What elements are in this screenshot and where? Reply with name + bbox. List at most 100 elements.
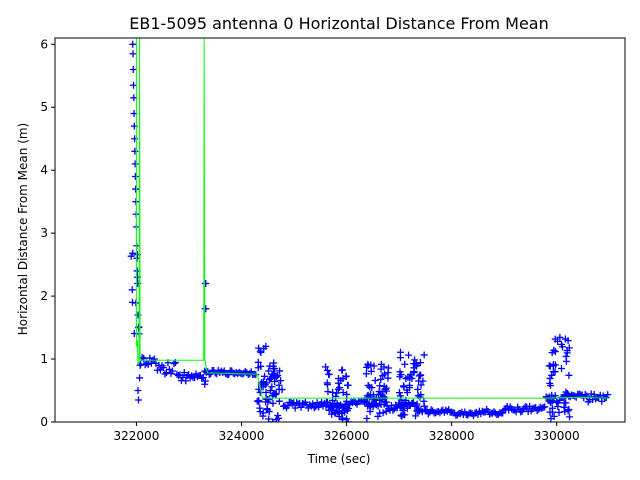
data-point bbox=[413, 407, 421, 415]
plot-frame bbox=[54, 37, 626, 423]
plot-area bbox=[127, 38, 612, 422]
data-point bbox=[165, 365, 173, 373]
y-tick-label: 5 bbox=[40, 100, 48, 114]
data-point bbox=[560, 403, 568, 411]
x-tick-label: 322000 bbox=[114, 429, 160, 443]
data-point bbox=[400, 382, 408, 390]
x-tick-label: 324000 bbox=[219, 429, 265, 443]
data-point bbox=[161, 370, 169, 378]
data-point bbox=[272, 390, 280, 398]
data-point bbox=[575, 390, 583, 398]
data-point bbox=[259, 412, 267, 420]
data-point bbox=[268, 383, 276, 391]
data-point bbox=[363, 415, 371, 422]
data-point bbox=[382, 384, 390, 392]
data-point bbox=[272, 391, 280, 399]
y-tick-label: 3 bbox=[40, 226, 48, 240]
data-point bbox=[548, 404, 556, 412]
data-point bbox=[417, 391, 425, 399]
data-point bbox=[405, 351, 413, 359]
data-point bbox=[411, 356, 419, 364]
data-point bbox=[548, 349, 556, 357]
data-point-3 bbox=[130, 81, 138, 89]
x-tick-label: 330000 bbox=[534, 429, 580, 443]
data-point bbox=[604, 391, 612, 399]
data-point bbox=[564, 407, 572, 415]
data-point bbox=[383, 398, 391, 406]
data-point bbox=[262, 388, 270, 396]
data-point-9 bbox=[131, 160, 139, 168]
y-tick-label: 4 bbox=[40, 163, 48, 177]
data-point bbox=[269, 362, 277, 370]
data-point bbox=[545, 397, 553, 405]
data-point bbox=[322, 398, 330, 406]
data-point bbox=[424, 410, 432, 418]
y-tick-label: 0 bbox=[40, 415, 48, 429]
data-point bbox=[410, 364, 418, 372]
data-point bbox=[344, 381, 352, 389]
data-point bbox=[265, 376, 273, 384]
y-axis-label: Horizontal Distance From Mean (m) bbox=[16, 123, 30, 335]
data-point bbox=[418, 408, 426, 416]
x-tick-label: 326000 bbox=[324, 429, 370, 443]
data-point bbox=[499, 409, 507, 417]
data-point bbox=[583, 392, 591, 400]
point-burst-2 bbox=[322, 363, 337, 418]
data-point bbox=[561, 335, 569, 343]
point-burst-5 bbox=[395, 348, 428, 420]
data-point bbox=[265, 367, 273, 375]
data-point bbox=[414, 385, 422, 393]
data-point bbox=[551, 348, 559, 356]
data-point bbox=[416, 359, 424, 367]
data-point bbox=[406, 384, 414, 392]
data-point bbox=[368, 384, 376, 392]
data-point bbox=[144, 360, 152, 368]
data-point bbox=[566, 413, 574, 421]
data-point bbox=[563, 349, 571, 357]
data-point bbox=[376, 382, 384, 390]
data-point bbox=[380, 393, 388, 401]
point-burst-0 bbox=[254, 342, 271, 420]
data-point bbox=[150, 355, 158, 363]
data-point-25 bbox=[134, 387, 142, 395]
data-point bbox=[403, 389, 411, 397]
data-point bbox=[517, 408, 525, 416]
data-point bbox=[338, 410, 346, 418]
data-point bbox=[275, 381, 283, 389]
data-point bbox=[322, 363, 330, 371]
data-point bbox=[162, 369, 170, 377]
data-point bbox=[265, 415, 273, 422]
data-point bbox=[328, 410, 336, 418]
data-point bbox=[254, 364, 262, 372]
data-point bbox=[549, 360, 557, 368]
data-point bbox=[364, 360, 372, 368]
data-point bbox=[590, 390, 598, 398]
data-point bbox=[571, 392, 579, 400]
data-point bbox=[352, 399, 360, 407]
data-point bbox=[561, 408, 569, 416]
data-point bbox=[310, 404, 318, 412]
data-point bbox=[347, 398, 355, 406]
data-point bbox=[413, 400, 421, 408]
y-tick-label: 1 bbox=[40, 352, 48, 366]
data-point bbox=[159, 364, 167, 372]
data-point-0 bbox=[129, 40, 137, 48]
data-point bbox=[581, 391, 589, 399]
data-point bbox=[256, 388, 264, 396]
data-point bbox=[529, 405, 537, 413]
data-point bbox=[420, 351, 428, 359]
data-point bbox=[558, 343, 566, 351]
data-point bbox=[333, 400, 341, 408]
data-point bbox=[397, 348, 405, 356]
data-point bbox=[401, 411, 409, 419]
data-point bbox=[384, 369, 392, 377]
data-point bbox=[556, 333, 564, 341]
data-point-26 bbox=[135, 396, 143, 404]
data-point bbox=[377, 375, 385, 383]
point-burst-3 bbox=[331, 366, 353, 422]
data-point bbox=[219, 368, 227, 376]
data-point bbox=[170, 360, 178, 368]
data-point bbox=[372, 401, 380, 409]
data-point bbox=[364, 381, 372, 389]
